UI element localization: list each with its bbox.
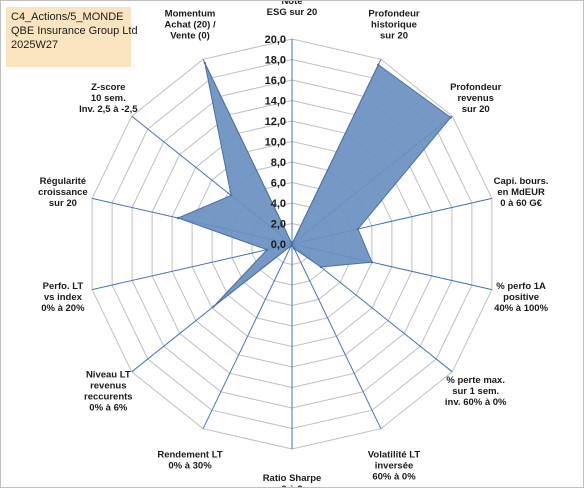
tick-label: 0,0 (271, 239, 286, 251)
tick-label: 14,0 (265, 96, 286, 108)
series-point (293, 247, 296, 250)
tick-label: 20,0 (265, 34, 286, 46)
tick-label: 18,0 (265, 55, 286, 67)
tick-label: 6,0 (271, 178, 286, 190)
info-week: 2025W27 (11, 39, 59, 51)
series-point (203, 61, 206, 65)
series-point (229, 194, 233, 197)
tick-label: 4,0 (271, 198, 286, 210)
axis-label: Profondeur revenus sur 20 (450, 82, 501, 115)
series-point (377, 63, 380, 66)
series-point (370, 261, 374, 264)
axis-label: Rendement LT 0% à 30% (157, 450, 222, 472)
axis-label: % perte max. sur 1 sem. inv. 60% à 0% (445, 375, 507, 408)
series-point (212, 305, 215, 308)
axis-label: Profondeur historique sur 20 (368, 8, 419, 41)
tick-label: 10,0 (265, 137, 286, 149)
axis-label: % perfo 1A positive 40% à 100% (494, 281, 548, 314)
series-area (176, 62, 452, 307)
info-box: C4_Actions/5_MONDE QBE Insurance Group L… (6, 7, 138, 67)
info-company: QBE Insurance Group Ltd (11, 25, 138, 37)
axis-spoke (291, 243, 382, 429)
axis-label: Note ESG sur 20 (267, 1, 318, 18)
tick-label: 2,0 (271, 219, 286, 231)
axis-label: Capi. bours. en MdEUR 0 à 60 G€ (494, 176, 549, 209)
radar-axis-labels: Note ESG sur 20 Profondeur historique sur 20… (38, 1, 549, 487)
radar-series (176, 61, 452, 308)
series-point (289, 244, 293, 247)
radar-tick-labels: 0,0 2,0 4,0 6,0 8,0 10,0 12,0 14,0 16,0 18,0 20,0 (265, 34, 286, 251)
series-point (265, 248, 269, 251)
axis-label: Perfo. LT vs index 0% à 20% (41, 281, 85, 314)
series-point (290, 242, 294, 246)
series-point (319, 265, 322, 269)
axis-label: Volatilité LT inversée 60% à 0% (368, 450, 421, 483)
tick-label: 8,0 (271, 157, 286, 169)
series-point (356, 227, 360, 231)
axis-label: Z-score 10 sem. Inv. 2,5 à -2,5 (79, 82, 138, 115)
axis-spoke (91, 243, 293, 291)
tick-label: 16,0 (265, 75, 286, 87)
axis-label: Ratio Sharpe0 à 2 (263, 473, 322, 487)
series-point (176, 216, 180, 220)
axis-label: Niveau LT revenus reccurents 0% à 6% (84, 370, 133, 414)
tick-label: 12,0 (265, 116, 286, 128)
axis-label: Régularité croissance sur 20 (38, 176, 88, 209)
axis-label: Momentum Achat (20) / Vente (0) (164, 8, 216, 41)
series-point (449, 116, 452, 119)
axis-spoke (202, 243, 293, 429)
info-path: C4_Actions/5_MONDE (11, 11, 124, 23)
